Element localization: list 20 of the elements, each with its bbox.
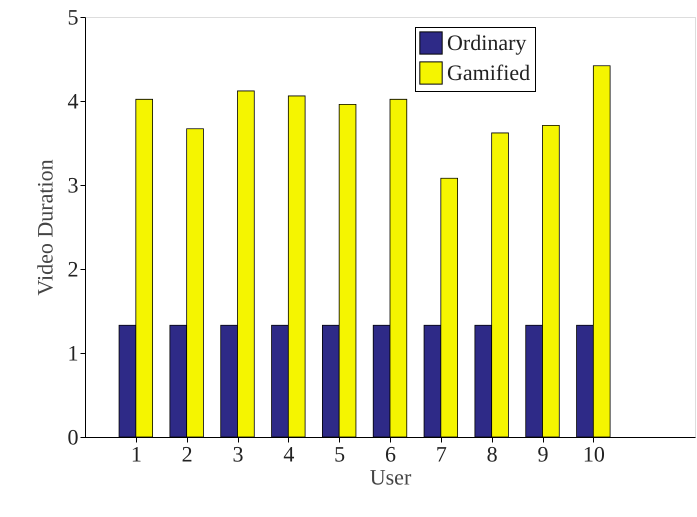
legend-label: Gamified (447, 60, 530, 85)
x-tick-label: 2 (182, 442, 193, 466)
x-axis-title: User (370, 464, 412, 490)
x-tick-label: 3 (232, 442, 244, 466)
y-tick-label: 4 (68, 88, 78, 114)
legend-label: Ordinary (447, 30, 526, 55)
x-tick-label: 1 (130, 442, 142, 466)
y-tick-label: 1 (68, 340, 78, 366)
x-tick-label: 9 (538, 442, 548, 466)
y-tick-label: 2 (68, 256, 78, 282)
x-tick-label: 5 (334, 442, 346, 466)
y-tick-label: 0 (68, 424, 78, 450)
y-tick-label: 3 (68, 172, 78, 198)
x-tick-label: 6 (385, 442, 396, 466)
y-axis-title: Video Duration (32, 159, 58, 296)
x-tick-label: 8 (486, 442, 498, 466)
y-tick-label: 5 (68, 4, 78, 30)
x-tick-label: 7 (436, 442, 447, 466)
x-tick-label: 4 (283, 442, 294, 466)
x-tick-label: 10 (582, 442, 605, 466)
